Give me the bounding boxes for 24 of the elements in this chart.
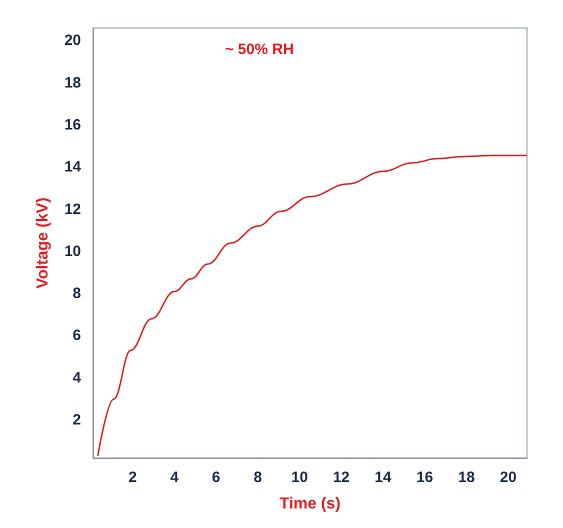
x-tick-label: 20 — [500, 469, 517, 486]
line-series — [97, 154, 528, 457]
x-axis-title: Time (s) — [279, 496, 341, 512]
y-tick-label: 20 — [64, 32, 81, 50]
y-tick-label: 14 — [64, 158, 82, 176]
y-tick-label: 6 — [72, 327, 81, 344]
y-tick-label: 8 — [72, 285, 81, 302]
x-tick-label: 14 — [374, 469, 392, 486]
x-tick-label: 4 — [170, 469, 180, 486]
y-tick-label: 12 — [64, 200, 81, 218]
x-tick-label: 10 — [291, 469, 308, 486]
x-tick-label: 6 — [212, 469, 220, 486]
y-tick-label: 4 — [72, 369, 82, 386]
y-tick-label: 18 — [64, 74, 81, 92]
y-axis-title: Voltage (kV) — [34, 197, 52, 289]
x-tick-label: 2 — [128, 469, 137, 486]
x-tick-label: 8 — [254, 469, 262, 486]
x-tick-label: 18 — [458, 469, 475, 486]
y-tick-label: 10 — [64, 242, 81, 260]
x-tick-label: 12 — [332, 469, 350, 486]
x-tick-label: 16 — [416, 469, 434, 486]
y-tick-label: 16 — [64, 116, 81, 134]
y-tick-label: 2 — [72, 412, 81, 429]
annotation: ~ 50% RH — [225, 41, 294, 58]
